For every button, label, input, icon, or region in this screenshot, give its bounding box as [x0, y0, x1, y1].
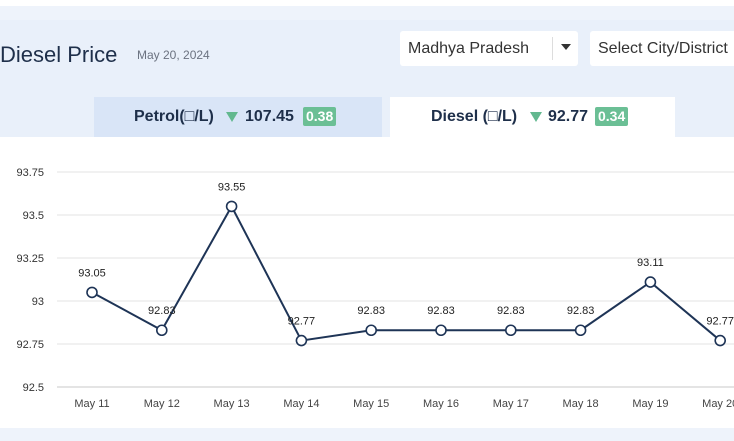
- data-point: [86, 286, 98, 299]
- state-select[interactable]: Madhya Pradesh: [400, 31, 578, 66]
- data-point: [295, 334, 308, 347]
- tab-petrol-value: 107.45: [245, 108, 294, 125]
- select-separator: [552, 37, 553, 60]
- data-point: [365, 324, 378, 337]
- y-tick-label: 93.25: [16, 253, 44, 265]
- data-point: [435, 324, 447, 337]
- top-strip: [0, 0, 734, 6]
- series-line: [91, 204, 721, 342]
- y-axis-ticks: 92.5 92.75 93 93.25 93.5 93.75: [16, 167, 44, 394]
- page-date: May 20, 2024: [137, 48, 210, 62]
- data-label: 92.83: [497, 305, 525, 317]
- x-tick-label: May 19: [632, 398, 668, 410]
- down-arrow-icon: [530, 112, 542, 122]
- state-select-value: Madhya Pradesh: [408, 40, 529, 57]
- chevron-down-icon[interactable]: [561, 44, 571, 50]
- x-tick-label: May 15: [353, 398, 389, 410]
- data-label: 92.77: [288, 316, 316, 328]
- data-point: [714, 334, 727, 347]
- x-tick-label: May 12: [144, 398, 180, 410]
- chart-series: [86, 200, 727, 347]
- x-tick-label: May 11: [74, 398, 109, 410]
- data-point: [574, 324, 587, 337]
- data-label: 93.55: [218, 181, 246, 193]
- data-label: 92.83: [357, 305, 385, 317]
- data-labels: 93.05 92.83 93.55 92.77 92.83 92.83 92.83 92.83…: [78, 181, 734, 327]
- chart-grid: [57, 171, 734, 388]
- x-axis-ticks: May 11 May 12 May 13 May 14 May 15 May 16 May …: [74, 398, 734, 410]
- down-arrow-icon: [226, 112, 238, 122]
- x-tick-label: May 20: [702, 398, 734, 410]
- data-label: 93.11: [637, 257, 664, 269]
- y-tick-label: 93: [32, 296, 44, 308]
- y-tick-label: 92.5: [23, 382, 44, 394]
- y-tick-label: 92.75: [16, 339, 44, 351]
- tab-diesel[interactable]: Diesel (□/L) 92.77 0.34: [390, 97, 675, 137]
- x-tick-label: May 13: [214, 398, 250, 410]
- data-point: [156, 324, 168, 337]
- data-label: 92.83: [427, 305, 455, 317]
- data-point: [644, 276, 657, 288]
- chart-panel: [0, 137, 734, 428]
- x-tick-label: May 14: [283, 398, 319, 410]
- tab-diesel-value: 92.77: [548, 108, 589, 125]
- x-tick-label: May 16: [423, 398, 459, 410]
- tab-petrol-label: Petrol(□/L): [134, 108, 214, 125]
- data-point: [504, 324, 517, 337]
- y-tick-label: 93.75: [16, 167, 44, 179]
- page-title: Diesel Price: [0, 42, 118, 67]
- tab-petrol-change-badge: 0.38: [303, 107, 337, 126]
- data-label: 92.83: [148, 305, 176, 317]
- x-tick-label: May 17: [493, 398, 529, 410]
- top-gap: [0, 6, 734, 20]
- data-label: 92.77: [706, 316, 734, 328]
- city-select-value: Select City/District: [598, 40, 728, 57]
- data-point: [225, 200, 238, 213]
- data-label: 93.05: [78, 267, 106, 279]
- tab-petrol[interactable]: Petrol(□/L) 107.45 0.38: [94, 97, 382, 137]
- data-label: 92.83: [567, 305, 595, 317]
- y-tick-label: 93.5: [23, 210, 44, 222]
- city-select[interactable]: Select City/District: [590, 31, 734, 66]
- bottom-strip: [0, 428, 734, 441]
- tab-diesel-change-badge: 0.34: [595, 107, 629, 126]
- tab-diesel-label: Diesel (□/L): [431, 108, 518, 125]
- x-tick-label: May 18: [563, 398, 599, 410]
